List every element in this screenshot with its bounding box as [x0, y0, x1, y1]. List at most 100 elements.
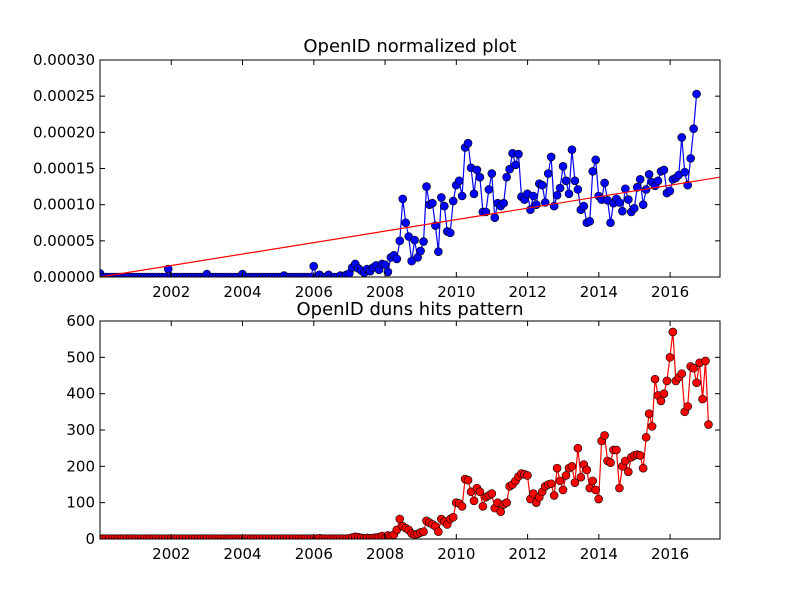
duns-data-point: [612, 445, 621, 455]
duns-hits-axes: 2002 2004 2006 2008 2010 2012 2014 2016 0 100 200 3…: [66, 312, 721, 563]
normalized-data-point: [564, 189, 574, 199]
normalized-data-point: [514, 149, 523, 159]
normalized-data-point: [644, 169, 654, 179]
normalized-trend-line: [100, 176, 720, 277]
normalized-data-point: [686, 154, 695, 163]
normalized-data-point: [502, 172, 511, 182]
duns-data-point: [647, 422, 657, 431]
normalized-data-point: [499, 198, 508, 208]
normalized-plot-chart: 2002 2004 2006 2008 2010 2012 2014 2016 0.00000 0…: [33, 36, 721, 301]
normalized-data-point: [677, 133, 687, 142]
duns-y-tick-label: 0: [85, 530, 95, 548]
duns-x-tick-label: 2004: [223, 545, 261, 563]
duns-data-point: [692, 378, 701, 388]
duns-data-point: [635, 451, 645, 460]
normalized-x-tick-label: 2016: [651, 283, 689, 301]
normalized-data-point: [555, 183, 565, 193]
normalized-data-point: [383, 267, 393, 277]
duns-hits-plot-area: [100, 327, 713, 539]
normalized-data-point: [529, 191, 538, 201]
normalized-data-point: [434, 247, 443, 256]
duns-data-point: [600, 431, 609, 440]
normalized-data-point: [600, 178, 609, 188]
duns-data-point: [683, 402, 693, 411]
normalized-data-point: [632, 183, 642, 192]
normalized-data-point: [410, 235, 419, 245]
normalized-data-point: [567, 145, 577, 154]
normalized-data-point: [689, 124, 698, 134]
normalized-data-point: [537, 180, 547, 190]
normalized-data-point: [585, 217, 595, 226]
duns-data-point: [469, 496, 479, 506]
duns-y-tick-label: 100: [66, 494, 95, 512]
normalized-data-point: [659, 165, 669, 175]
normalized-y-tick-label: 0.00005: [33, 232, 95, 250]
normalized-data-point: [588, 167, 598, 176]
normalized-data-point: [463, 138, 473, 148]
normalized-data-point: [665, 186, 675, 196]
normalized-data-point: [629, 203, 639, 213]
normalized-data-point: [487, 169, 497, 178]
duns-x-tick-label: 2016: [651, 545, 689, 563]
duns-x-tick-label: 2010: [437, 545, 475, 563]
duns-x-tick-label: 2002: [152, 545, 190, 563]
duns-data-point: [594, 494, 603, 504]
duns-data-point: [644, 409, 654, 418]
normalized-x-tick-label: 2012: [508, 283, 546, 301]
duns-data-point: [552, 463, 562, 473]
normalized-data-point: [475, 172, 485, 182]
normalized-x-tick-label: 2014: [580, 283, 618, 301]
duns-data-point: [591, 485, 600, 495]
normalized-x-tick-label: 2008: [366, 283, 404, 301]
duns-data-point: [698, 394, 707, 404]
duns-data-point: [668, 327, 678, 337]
normalized-data-point: [416, 246, 425, 256]
duns-data-point: [395, 514, 405, 524]
normalized-data-point: [419, 237, 428, 246]
duns-data-point: [588, 476, 598, 486]
normalized-x-tick-label: 2004: [223, 283, 261, 301]
duns-data-point: [434, 527, 443, 537]
duns-hits-chart: 2002 2004 2006 2008 2010 2012 2014 2016 0 100 200 3…: [66, 299, 721, 563]
duns-data-point: [573, 443, 583, 453]
duns-y-tick-label: 400: [66, 385, 95, 403]
normalized-data-point: [638, 200, 648, 209]
duns-data-point: [638, 463, 648, 473]
duns-data-point: [701, 356, 710, 366]
duns-data-point: [606, 458, 615, 468]
duns-data-point: [704, 420, 713, 429]
duns-data-point: [487, 489, 497, 498]
normalized-data-point: [445, 228, 455, 238]
duns-x-tick-label: 2008: [366, 545, 404, 563]
normalized-data-point: [437, 193, 446, 202]
normalized-data-point: [472, 165, 482, 175]
normalized-y-tick-label: 0.00010: [33, 196, 95, 214]
duns-x-tick-label: 2006: [295, 545, 333, 563]
normalized-y-tick-label: 0.00025: [33, 87, 95, 105]
duns-y-tick-label: 200: [66, 457, 95, 475]
normalized-x-tick-label: 2002: [152, 283, 190, 301]
normalized-data-point: [454, 176, 464, 186]
normalized-data-point: [469, 189, 479, 199]
duns-data-point: [576, 472, 586, 482]
normalized-series-line: [100, 93, 698, 277]
normalized-y-tick-label: 0.00015: [33, 160, 95, 178]
normalized-y-tick-label: 0.00020: [33, 123, 95, 141]
duns-data-point: [689, 363, 698, 373]
duns-x-tick-label: 2014: [580, 545, 618, 563]
duns-y-tick-label: 300: [66, 421, 95, 439]
duns-data-point: [582, 465, 592, 475]
normalized-x-tick-label: 2006: [295, 283, 333, 301]
normalized-data-point: [546, 152, 556, 162]
duns-data-point: [549, 491, 559, 500]
normalized-data-point: [490, 213, 500, 222]
normalized-data-point: [653, 176, 663, 186]
normalized-data-point: [680, 167, 690, 177]
normalized-data-point: [309, 261, 319, 271]
normalized-y-tick-label: 0.00030: [33, 51, 95, 69]
normalized-data-point: [457, 191, 467, 201]
normalized-data-point: [448, 196, 458, 206]
duns-data-point: [659, 389, 669, 398]
normalized-data-point: [624, 195, 633, 204]
